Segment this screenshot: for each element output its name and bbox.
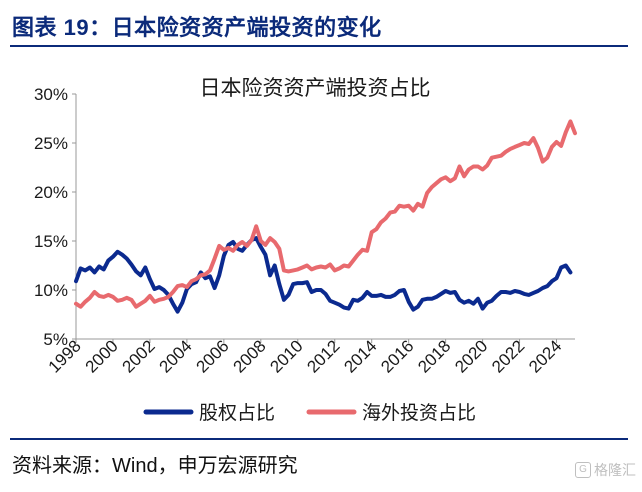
x-tick-label: 2004 <box>156 336 196 376</box>
x-tick-label: 2012 <box>303 336 343 376</box>
figure-title: 图表 19：日本险资资产端投资的变化 <box>12 15 382 40</box>
x-tick-label: 2022 <box>488 336 528 376</box>
x-tick-label: 2002 <box>119 336 159 376</box>
y-tick-label: 30% <box>34 85 68 104</box>
title-divider <box>10 45 628 47</box>
y-tick-label: 20% <box>34 183 68 202</box>
source-note: 资料来源：Wind，申万宏源研究 <box>12 455 298 477</box>
series-line-equity <box>74 236 573 314</box>
legend-label-overseas: 海外投资占比 <box>362 402 476 424</box>
x-tick-label: 2018 <box>414 336 454 376</box>
watermark-text: 格隆汇 <box>594 462 636 478</box>
x-tick-label: 2010 <box>266 336 306 376</box>
x-tick-label: 2006 <box>192 336 232 376</box>
legend-label-equity: 股权占比 <box>199 402 275 424</box>
watermark-logo-icon: G <box>575 462 591 478</box>
y-tick-label: 25% <box>34 134 68 153</box>
x-tick-label: 2016 <box>377 336 417 376</box>
x-tick-label: 2000 <box>82 336 122 376</box>
x-tick-label: 2020 <box>451 336 491 376</box>
y-tick-label: 5% <box>43 330 68 349</box>
source-divider <box>10 438 628 440</box>
watermark: G 格隆汇 <box>575 460 636 480</box>
x-tick-label: 2014 <box>340 336 380 376</box>
x-tick-label: 2008 <box>229 336 269 376</box>
series-line-overseas <box>74 119 577 309</box>
x-tick-label: 2024 <box>525 336 565 376</box>
chart-title: 日本险资资产端投资占比 <box>200 77 431 100</box>
y-tick-label: 10% <box>34 281 68 300</box>
y-tick-label: 15% <box>34 232 68 251</box>
